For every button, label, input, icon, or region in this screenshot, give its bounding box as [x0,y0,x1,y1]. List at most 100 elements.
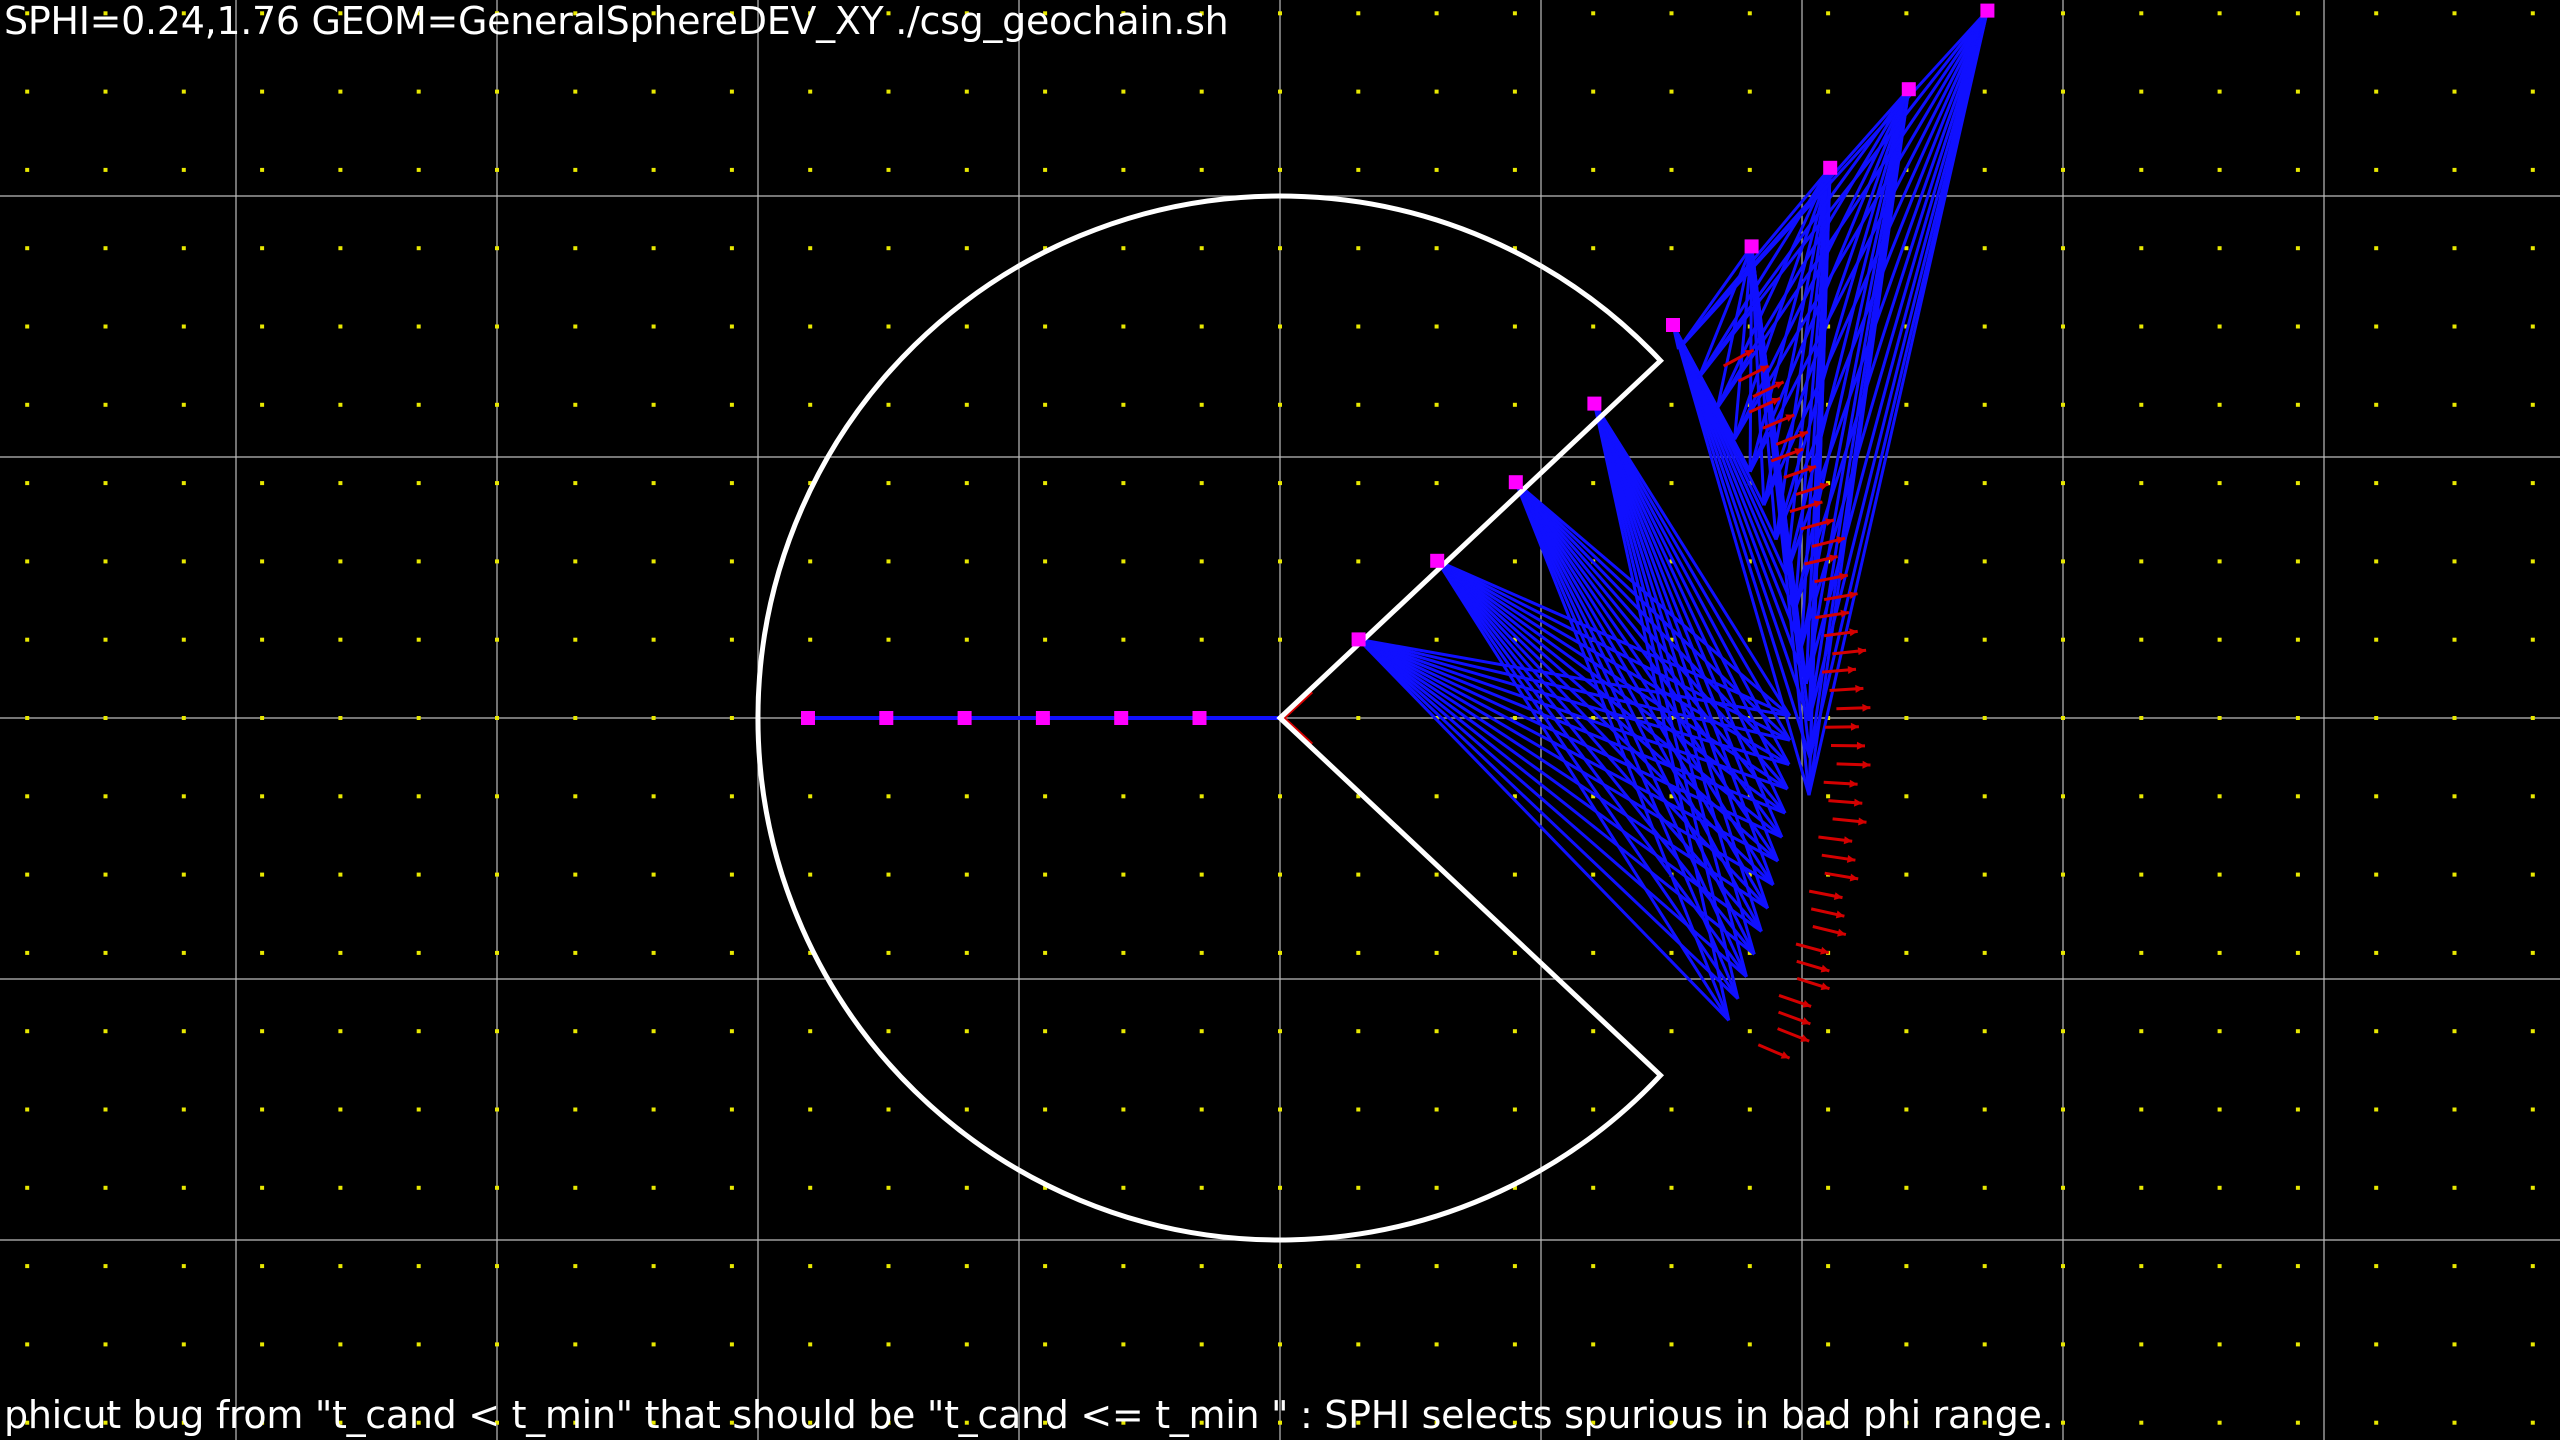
grid-dot [964,11,969,16]
grid-dot [729,1185,734,1190]
grid-dot [1278,950,1282,955]
ray-line [1435,559,1748,978]
normal-arrow-head [1857,647,1867,656]
normal-arrow-head [1813,500,1823,508]
grid-dot [1826,1420,1831,1425]
grid-dot [1512,246,1517,251]
grid-dot [1278,1029,1282,1034]
grid-dot [1278,872,1282,877]
grid-dot [2295,716,2300,720]
grid-dot [1199,559,1204,564]
grid-dot [729,167,734,172]
grid-dot [1199,950,1204,955]
grid-dot [1278,794,1282,799]
grid-dot [338,1420,343,1425]
grid-dot [729,246,734,251]
ray-line [1784,10,1989,576]
grid-dot [338,324,343,329]
grid-dot [2530,246,2535,251]
grid-dot [964,637,969,642]
grid-dot [1904,1107,1909,1112]
grid-dot [808,481,813,486]
grid-dot [2061,950,2065,955]
grid-dot [886,481,891,486]
grid-dot [1199,246,1204,251]
grid-dot [2452,1264,2457,1269]
normal-arrow-head [1820,946,1829,955]
grid-dot [25,167,30,172]
normal-arrow-head [1785,414,1795,422]
grid-dot [1669,1029,1674,1034]
grid-dot [1043,246,1048,251]
grid-dot [181,324,186,329]
grid-dot [2452,1029,2457,1034]
grid-dot [1669,11,1674,16]
grid-dot [1982,402,1987,407]
grid-dot [1512,872,1517,877]
ray-origin-marker [879,711,894,725]
grid-dot [651,794,656,799]
grid-dot [25,1264,30,1269]
grid-dot [1043,1185,1048,1190]
grid-dot [729,1342,734,1347]
grid-dot [338,1029,343,1034]
ray-line [1762,88,1911,506]
grid-dot [1826,11,1831,16]
grid-dot [2217,246,2222,251]
ray-line [1514,481,1791,742]
grid-dot [2530,89,2535,94]
grid-dot [2452,89,2457,94]
normal-arrow-head [1849,628,1858,637]
normal-arrow-head [1858,817,1867,826]
grid-dot [1982,481,1987,486]
grid-dot [338,716,343,720]
grid-dot [338,1264,343,1269]
grid-dot [25,1342,30,1347]
ray-line [1804,10,1989,685]
grid-dot [1669,481,1674,486]
grid-dot [103,1107,108,1112]
grid-dot [1356,89,1361,94]
ray-origin-marker [1666,318,1680,332]
grid-dot [651,1264,656,1269]
grid-dot [1043,559,1048,564]
grid-dot [1356,481,1361,486]
grid-dot [2217,716,2222,720]
grid-dot [338,950,343,955]
grid-dot [103,89,108,94]
grid-dot [2295,1107,2300,1112]
grid-dot [886,167,891,172]
grid-dot [416,324,421,329]
grid-dot [260,1185,265,1190]
grid-dot [808,1342,813,1347]
grid-dot [2139,1107,2144,1112]
grid-dot [1434,950,1439,955]
ray-origin-markers [801,3,1995,725]
grid-dot [729,1420,734,1425]
grid-dot [1982,1029,1987,1034]
grid-dot [2061,872,2065,877]
grid-dot [260,1420,265,1425]
grid-dot [573,559,578,564]
grid-dot [1121,167,1126,172]
grid-dot [808,1029,813,1034]
grid-dot [416,89,421,94]
grid-dot [25,481,30,486]
ray-line [1748,167,1832,473]
grid-dot [964,1029,969,1034]
grid-dot [1904,1264,1909,1269]
grid-dot [2061,794,2065,799]
grid-dot [1747,716,1752,720]
grid-dot [103,1029,108,1034]
grid-dot [651,89,656,94]
grid-dot [495,402,499,407]
grid-dot [2295,1342,2300,1347]
grid-dot [1043,794,1048,799]
grid-dot [1356,950,1361,955]
grid-dot [416,716,421,720]
grid-dot [25,89,30,94]
grid-dot [1512,89,1517,94]
grid-dot [2374,246,2379,251]
grid-dot [2217,950,2222,955]
